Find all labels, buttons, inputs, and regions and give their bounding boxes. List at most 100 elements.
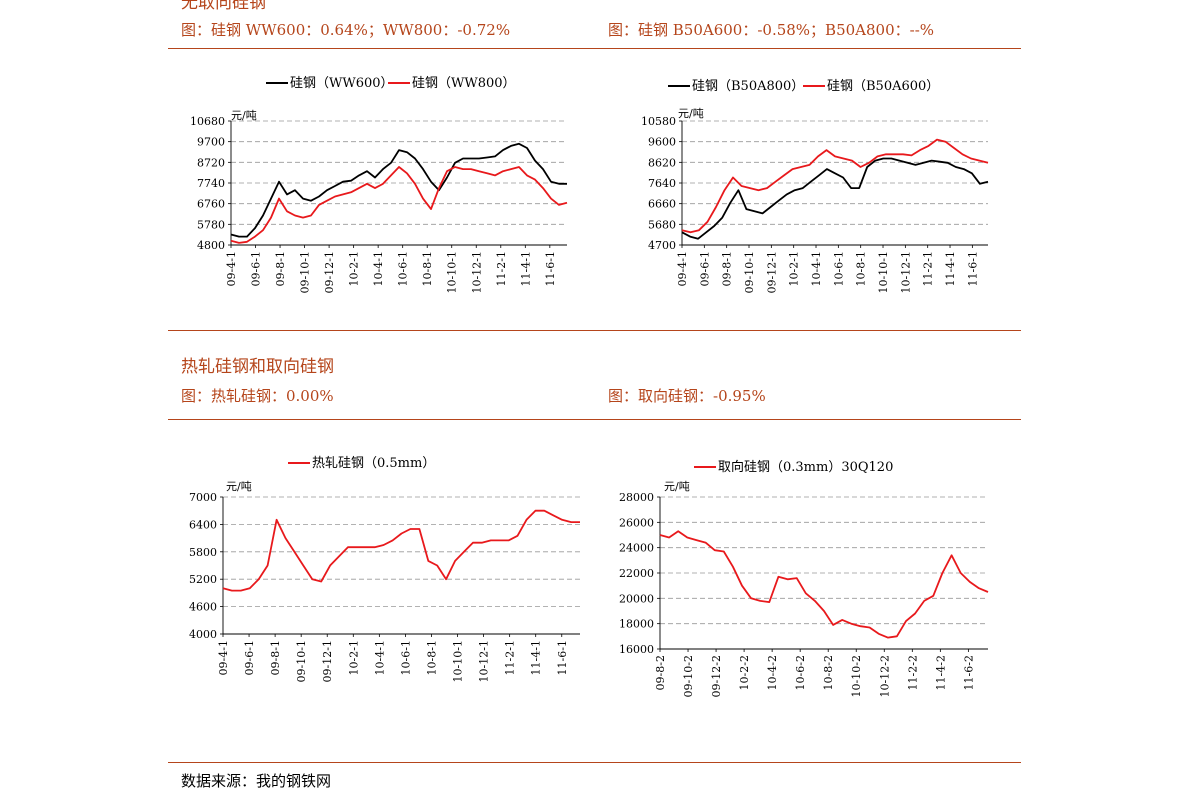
x-tick-label: 10-8-2 (822, 655, 835, 690)
x-tick-label: 10-6-1 (399, 640, 412, 675)
x-tick-label: 09-4-1 (225, 251, 238, 286)
y-tick-label: 4800 (197, 239, 225, 252)
y-unit-label: 元/吨 (678, 107, 704, 120)
y-tick-label: 16000 (619, 643, 654, 656)
x-tick-label: 09-6-1 (250, 251, 263, 286)
x-tick-label: 11-2-1 (922, 251, 935, 286)
x-tick-label: 10-10-1 (452, 640, 465, 682)
y-tick-label: 20000 (619, 592, 654, 605)
x-tick-label: 11-4-1 (530, 640, 543, 675)
x-tick-label: 10-6-1 (832, 251, 845, 286)
x-tick-label: 09-10-1 (299, 251, 312, 293)
y-tick-label: 10580 (641, 115, 676, 128)
section2-title: 热轧硅钢和取向硅钢 (181, 357, 334, 377)
y-tick-label: 6660 (648, 198, 676, 211)
x-tick-label: 10-12-2 (878, 655, 891, 697)
x-tick-label: 11-6-1 (966, 251, 979, 286)
fig-title-hot-rolled: 图：热轧硅钢：0.00% (181, 387, 334, 405)
y-unit-label: 元/吨 (226, 480, 252, 493)
x-tick-label: 10-4-1 (372, 251, 385, 286)
x-tick-label: 09-4-1 (217, 640, 230, 675)
x-tick-label: 11-6-2 (962, 655, 975, 690)
section1-title: 无取向硅钢 (181, 0, 266, 13)
x-tick-label: 10-6-2 (794, 655, 807, 690)
y-tick-label: 24000 (619, 542, 654, 555)
x-tick-label: 10-4-2 (766, 655, 779, 690)
x-tick-label: 10-12-1 (478, 640, 491, 682)
x-tick-label: 11-6-1 (556, 640, 569, 675)
y-tick-label: 4600 (189, 601, 217, 614)
series-line-0 (230, 142, 567, 238)
y-tick-label: 4000 (189, 628, 217, 641)
y-unit-label: 元/吨 (664, 480, 690, 493)
x-tick-label: 10-8-1 (855, 251, 868, 286)
x-tick-label: 09-10-1 (295, 640, 308, 682)
x-tick-label: 09-4-1 (676, 251, 689, 286)
series-line-0 (659, 530, 989, 639)
x-tick-label: 11-2-1 (495, 251, 508, 286)
y-tick-label: 9600 (648, 136, 676, 149)
series-line-0 (222, 509, 580, 592)
y-tick-label: 28000 (619, 491, 654, 504)
y-tick-label: 6760 (197, 198, 225, 211)
x-tick-label: 09-8-2 (654, 655, 667, 690)
y-tick-label: 7640 (648, 177, 676, 190)
legend-label: 热轧硅钢（0.5mm） (312, 456, 435, 471)
x-tick-label: 09-8-1 (269, 640, 282, 675)
fig-title-ww: 图：硅钢 WW600：0.64%；WW800：-0.72% (181, 21, 511, 39)
y-tick-label: 5800 (189, 546, 217, 559)
y-tick-label: 18000 (619, 618, 654, 631)
x-tick-label: 10-4-1 (810, 251, 823, 286)
legend-label: 硅钢（B50A600） (827, 79, 939, 94)
x-tick-label: 10-4-1 (373, 640, 386, 675)
y-tick-label: 9700 (197, 136, 225, 149)
x-tick-label: 10-12-1 (899, 251, 912, 293)
x-tick-label: 11-6-1 (544, 251, 557, 286)
x-tick-label: 11-2-1 (504, 640, 517, 675)
x-tick-label: 09-10-1 (743, 251, 756, 293)
legend-label: 硅钢（WW600） (290, 76, 394, 91)
x-tick-label: 09-12-1 (321, 640, 334, 682)
x-tick-label: 09-8-1 (274, 251, 287, 286)
series-line-1 (681, 138, 989, 234)
y-tick-label: 8620 (648, 156, 676, 169)
y-tick-label: 10680 (190, 115, 225, 128)
divider (168, 48, 1021, 49)
x-tick-label: 09-6-1 (698, 251, 711, 286)
legend-label: 硅钢（WW800） (412, 76, 516, 91)
x-tick-label: 09-12-1 (765, 251, 778, 293)
x-tick-label: 11-4-1 (519, 251, 532, 286)
y-tick-label: 4700 (648, 239, 676, 252)
x-tick-label: 09-8-1 (721, 251, 734, 286)
x-tick-label: 10-8-1 (421, 251, 434, 286)
y-tick-label: 5780 (197, 218, 225, 231)
y-tick-label: 8720 (197, 156, 225, 169)
y-tick-label: 6400 (189, 518, 217, 531)
x-tick-label: 11-4-2 (934, 655, 947, 690)
x-tick-label: 10-10-1 (877, 251, 890, 293)
y-tick-label: 26000 (619, 516, 654, 529)
divider (168, 762, 1021, 763)
divider (168, 330, 1021, 331)
data-source: 数据来源：我的钢铁网 (181, 772, 332, 790)
x-tick-label: 11-4-1 (944, 251, 957, 286)
divider (168, 419, 1021, 420)
legend-label: 取向硅钢（0.3mm）30Q120 (718, 459, 893, 475)
x-tick-label: 09-10-2 (682, 655, 695, 697)
y-tick-label: 7000 (189, 491, 217, 504)
x-tick-label: 10-10-1 (446, 251, 459, 293)
x-tick-label: 09-6-1 (243, 640, 256, 675)
series-line-0 (681, 157, 989, 240)
x-tick-label: 10-2-1 (788, 251, 801, 286)
x-tick-label: 11-2-2 (906, 655, 919, 690)
legend-label: 硅钢（B50A800） (692, 79, 804, 94)
y-unit-label: 元/吨 (231, 109, 257, 122)
y-tick-label: 22000 (619, 567, 654, 580)
x-tick-label: 10-12-1 (470, 251, 483, 293)
y-tick-label: 5200 (189, 573, 217, 586)
chart-grain: 元/吨 16000 18000 20000 22000 24000 26000 28000 09… (619, 459, 989, 697)
x-tick-label: 10-2-1 (348, 251, 361, 286)
chart-b50: 元/吨 4700 5680 6660 7640 8620 9600 10580 09-4-1 09… (641, 79, 989, 293)
x-tick-label: 10-8-1 (425, 640, 438, 675)
